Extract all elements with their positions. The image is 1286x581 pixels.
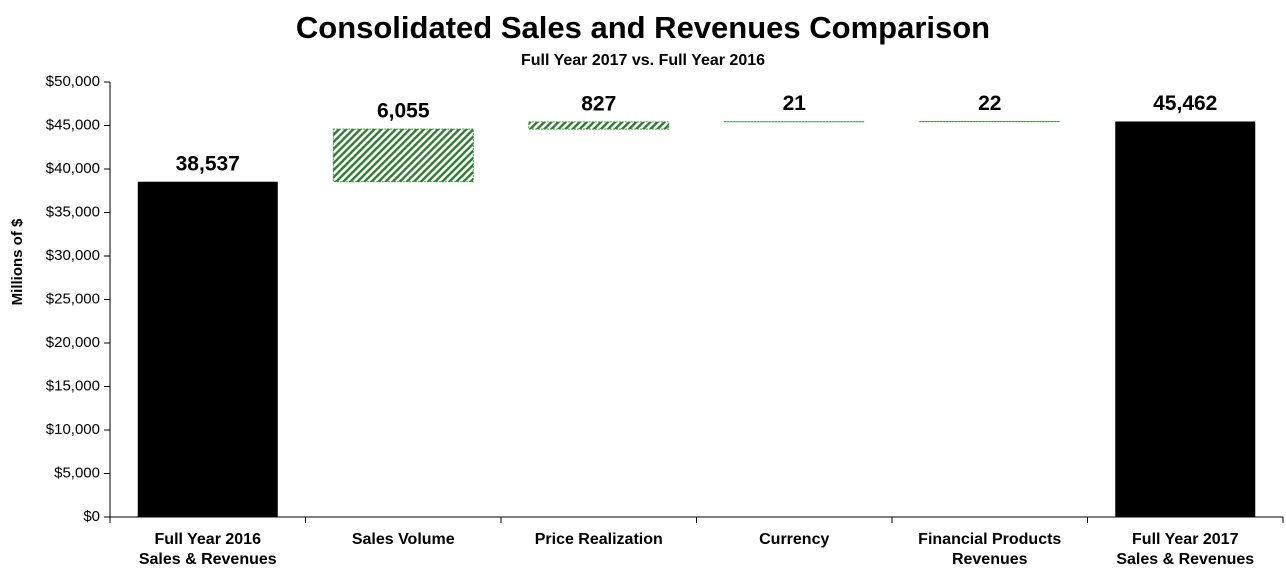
y-axis-label: Millions of $ [9, 218, 26, 305]
y-tick-label: $40,000 [46, 160, 100, 177]
y-tick-label: $0 [83, 508, 100, 525]
value-label: 45,462 [1153, 92, 1217, 115]
y-tick-label: $15,000 [46, 377, 100, 394]
y-tick-label: $20,000 [46, 334, 100, 351]
bar [528, 121, 670, 130]
x-tick-label: Sales & Revenues [139, 551, 277, 568]
value-label: 827 [581, 92, 616, 115]
x-tick-label: Currency [759, 531, 829, 548]
chart-title: Consolidated Sales and Revenues Comparis… [296, 10, 990, 45]
chart-subtitle: Full Year 2017 vs. Full Year 2016 [521, 52, 765, 69]
value-label: 22 [978, 92, 1001, 115]
x-tick-label: Price Realization [535, 531, 663, 548]
y-tick-label: $50,000 [46, 73, 100, 90]
value-label: 38,537 [176, 152, 240, 175]
value-label: 6,055 [377, 100, 430, 123]
x-tick-label: Sales Volume [352, 531, 455, 548]
bar [1115, 121, 1256, 518]
x-tick-label: Full Year 2017 [1132, 531, 1239, 548]
y-tick-label: $30,000 [46, 247, 100, 264]
bar [332, 128, 474, 183]
value-label: 21 [783, 92, 807, 115]
x-tick-label: Sales & Revenues [1116, 551, 1254, 568]
y-tick-label: $45,000 [46, 116, 100, 133]
x-tick-label: Financial Products [918, 531, 1061, 548]
y-tick-label: $10,000 [46, 421, 100, 438]
x-tick-label: Revenues [952, 551, 1028, 568]
y-tick-label: $25,000 [46, 290, 100, 307]
y-tick-label: $35,000 [46, 203, 100, 220]
x-tick-label: Full Year 2016 [155, 531, 262, 548]
bar [137, 181, 278, 518]
y-tick-label: $5,000 [54, 464, 100, 481]
